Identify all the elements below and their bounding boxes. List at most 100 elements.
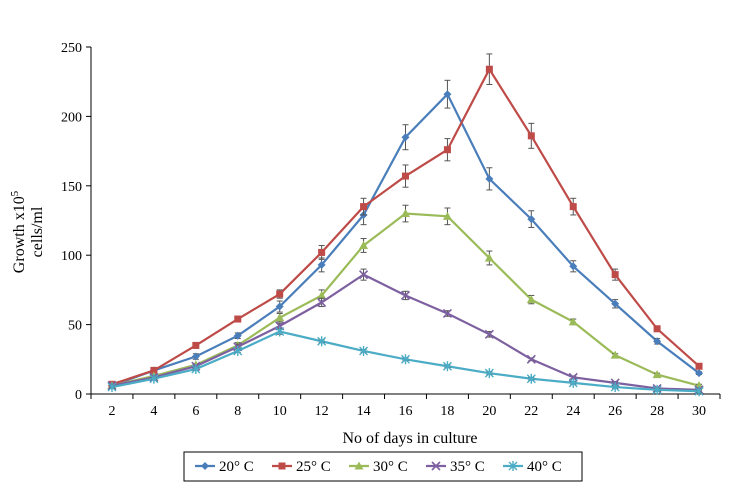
- y-tick-label: 150: [61, 180, 82, 195]
- data-point: [359, 270, 369, 280]
- data-point: [276, 290, 284, 298]
- data-point: [275, 326, 285, 337]
- data-point: [694, 386, 704, 397]
- y-tick-label: 200: [61, 110, 82, 125]
- x-tick-label: 2: [108, 404, 115, 419]
- data-point: [354, 461, 364, 470]
- data-point: [442, 211, 452, 220]
- data-point: [360, 203, 368, 211]
- x-tick-label: 24: [566, 404, 580, 419]
- data-point: [233, 331, 242, 340]
- x-tick-label: 26: [608, 404, 622, 419]
- x-tick-label: 6: [192, 404, 199, 419]
- x-tick-label: 4: [150, 404, 157, 419]
- data-point: [610, 350, 620, 359]
- x-tick-label: 10: [273, 404, 287, 419]
- series-40c: [107, 326, 704, 397]
- data-point: [317, 260, 326, 269]
- data-point: [526, 373, 536, 384]
- x-tick-label: 30: [692, 404, 706, 419]
- data-point: [191, 364, 201, 375]
- y-tick-label: 100: [61, 249, 82, 264]
- x-tick-label: 12: [315, 404, 329, 419]
- x-axis-title: No of days in culture: [342, 430, 477, 447]
- data-point: [149, 373, 159, 384]
- data-point: [568, 317, 578, 326]
- y-axis-title-line2: cells/ml: [29, 206, 46, 257]
- data-point: [527, 215, 536, 224]
- data-point: [233, 345, 243, 356]
- data-point: [526, 295, 536, 304]
- y-axis-title: Growth x105 cells/ml: [9, 190, 46, 273]
- data-point: [569, 262, 578, 271]
- legend-label: 20° C: [219, 459, 254, 475]
- y-axis-title-line1: Growth x105: [9, 190, 28, 273]
- y-tick-label: 50: [68, 319, 82, 334]
- data-point: [527, 132, 535, 140]
- data-point: [442, 308, 452, 319]
- data-point: [192, 341, 200, 349]
- data-point: [359, 240, 369, 249]
- data-point: [107, 382, 117, 393]
- data-point: [442, 361, 452, 372]
- x-tick-labels: 2 4 6 8 10 12 14 16 18 20 22 24 26 28 30: [108, 404, 706, 419]
- data-point: [402, 172, 409, 180]
- x-tick-label: 8: [234, 404, 241, 419]
- data-point: [610, 382, 620, 393]
- data-point: [652, 384, 662, 395]
- series-layer: [107, 53, 704, 397]
- legend-item: 25° C: [272, 459, 331, 475]
- legend-label: 25° C: [296, 459, 331, 475]
- data-point: [278, 462, 286, 470]
- data-point: [401, 354, 410, 365]
- data-point: [443, 90, 452, 99]
- data-point: [317, 297, 327, 307]
- y-axis-title-superscript: 5: [9, 190, 21, 196]
- x-tick-label: 18: [440, 404, 454, 419]
- series-25c: [108, 53, 703, 388]
- data-point: [317, 336, 327, 347]
- data-point: [653, 337, 662, 346]
- x-tick-label: 14: [357, 404, 371, 419]
- data-point: [275, 302, 284, 311]
- legend-item: 40° C: [503, 459, 562, 475]
- data-point: [568, 377, 578, 388]
- legend-item: 20° C: [195, 459, 254, 475]
- data-point: [695, 362, 703, 370]
- data-point: [611, 299, 620, 308]
- data-point: [611, 271, 619, 279]
- data-point: [431, 461, 441, 471]
- data-point: [443, 146, 451, 154]
- data-point: [191, 352, 200, 361]
- axes: [86, 46, 721, 399]
- data-point: [485, 174, 494, 183]
- y-tick-labels: 0 50 100 150 200 250: [61, 41, 82, 403]
- legend: 20° C 25° C 30° C 35° C 40° C: [183, 451, 583, 482]
- data-point: [201, 462, 209, 470]
- data-point: [401, 209, 410, 218]
- legend-items: 20° C 25° C 30° C 35° C 40° C: [195, 459, 562, 475]
- data-point: [401, 133, 410, 142]
- data-point: [653, 325, 661, 333]
- series-35c: [107, 268, 704, 395]
- data-point: [400, 290, 411, 301]
- x-tick-label: 16: [399, 404, 413, 419]
- legend-item: 30° C: [349, 459, 408, 475]
- data-point: [526, 354, 536, 364]
- data-point: [150, 366, 158, 374]
- data-point: [234, 315, 242, 323]
- x-tick-label: 22: [524, 404, 538, 419]
- legend-label: 35° C: [450, 459, 485, 475]
- data-point: [484, 329, 494, 339]
- legend-label: 40° C: [527, 459, 562, 475]
- y-tick-label: 250: [61, 41, 82, 56]
- data-point: [508, 461, 518, 471]
- data-point: [484, 368, 494, 379]
- legend-item: 35° C: [426, 459, 485, 475]
- data-point: [317, 290, 327, 299]
- y-tick-label: 0: [75, 388, 82, 403]
- data-point: [569, 203, 577, 211]
- data-point: [318, 248, 326, 256]
- data-point: [359, 345, 369, 356]
